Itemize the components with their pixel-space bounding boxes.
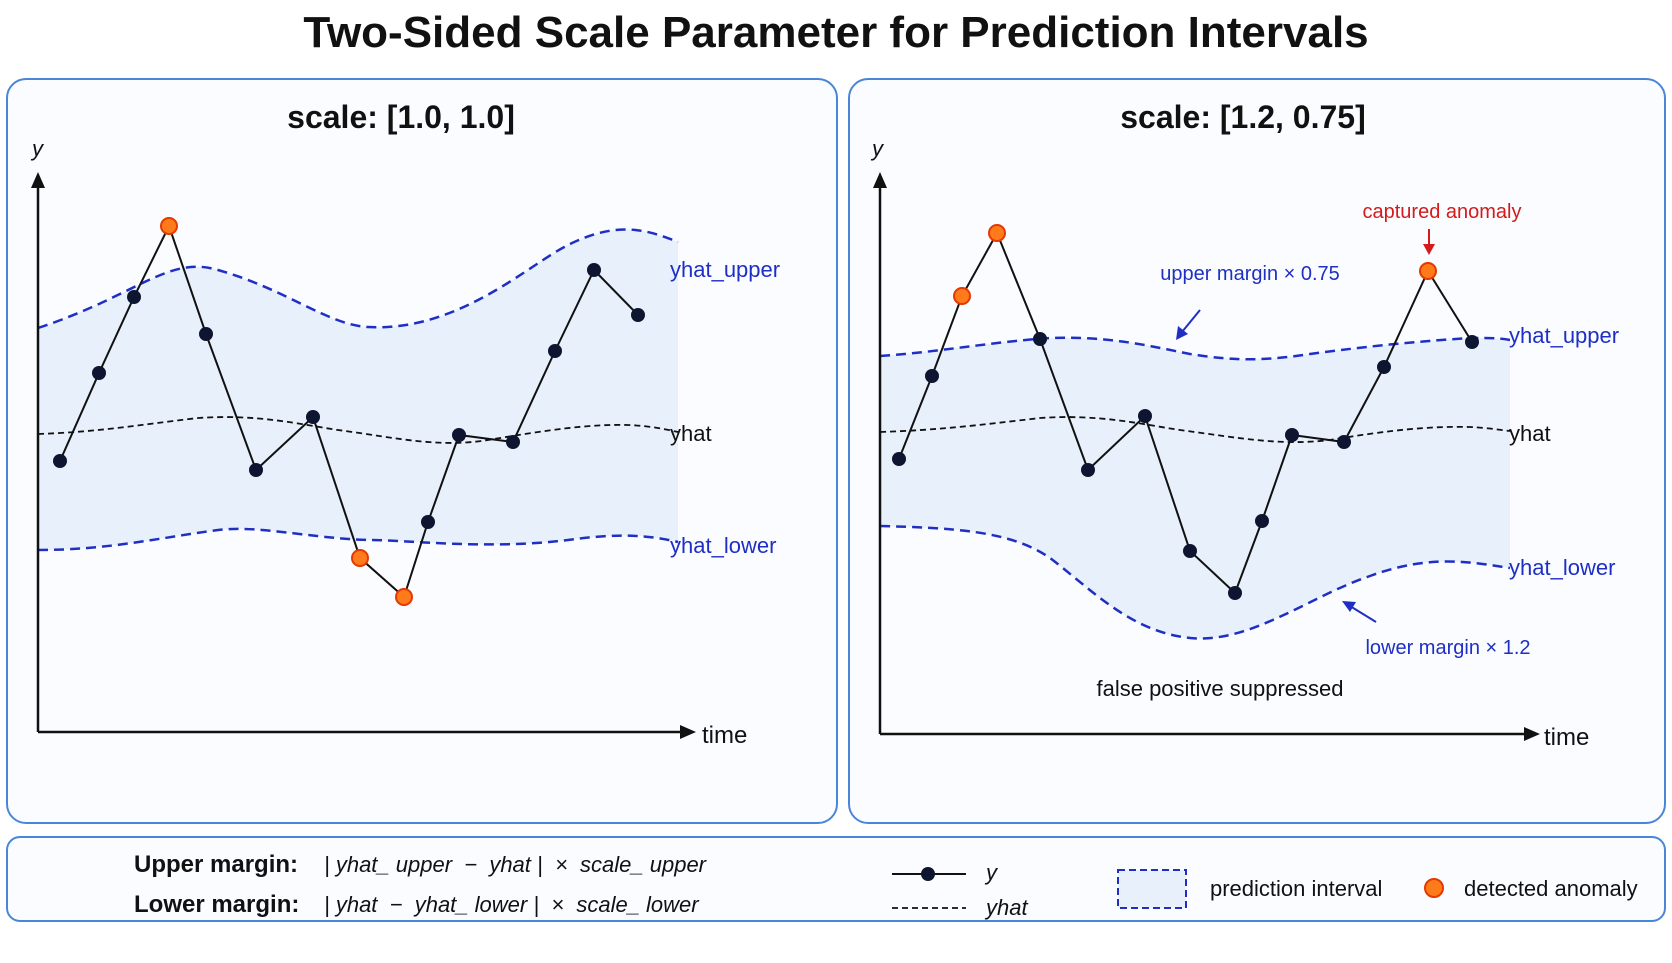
data-point <box>53 454 67 468</box>
data-point <box>631 308 645 322</box>
data-point <box>892 452 906 466</box>
data-point <box>1081 463 1095 477</box>
right-x-axis-label: time <box>1544 724 1589 751</box>
left-interval-fill <box>38 229 678 550</box>
legend-y-label: y <box>984 860 999 885</box>
anomaly-point <box>953 287 971 305</box>
upper-margin-legend-label: Upper margin: <box>134 851 298 878</box>
data-point <box>587 263 601 277</box>
data-point <box>92 366 106 380</box>
right-data-points <box>892 224 1479 600</box>
anomaly-point <box>1419 262 1437 280</box>
left-yhat-lower-label: yhat_lower <box>670 533 776 558</box>
data-point <box>249 463 263 477</box>
lower-margin-legend-label: Lower margin: <box>134 891 299 918</box>
left-x-axis-label: time <box>702 722 747 749</box>
lower-margin-arrow-shaft <box>1349 605 1377 623</box>
data-point <box>548 344 562 358</box>
data-point <box>127 290 141 304</box>
captured-anomaly-label: captured anomaly <box>1363 201 1522 223</box>
right-yhat-upper-label: yhat_upper <box>1509 323 1619 348</box>
left-yhat-lower-line <box>37 527 679 552</box>
legend-anomaly-swatch <box>1424 878 1444 898</box>
lower-margin-formula: | yhat − yhat_ lower | × scale_ lower <box>324 892 700 917</box>
arrow-right-icon <box>680 725 696 739</box>
right-yhat-lower-line <box>879 524 1511 640</box>
right-yhat-label: yhat <box>1509 421 1551 446</box>
anomaly-point <box>988 224 1006 242</box>
data-point <box>1138 409 1152 423</box>
diagonal-arrow-icon <box>1176 326 1188 340</box>
legend-interval-label: prediction interval <box>1210 876 1382 901</box>
arrow-up-icon <box>31 172 45 188</box>
upper-margin-arrow-shaft <box>1181 309 1201 333</box>
upper-margin-annotation: upper margin × 0.75 <box>1160 263 1340 285</box>
anomaly-point <box>160 217 178 235</box>
data-point <box>1465 335 1479 349</box>
data-point <box>1285 428 1299 442</box>
data-point <box>1377 360 1391 374</box>
false-positive-annotation: false positive suppressed <box>1096 676 1343 701</box>
arrow-up-icon <box>873 172 887 188</box>
legend-y-swatch-point <box>921 867 935 881</box>
legend-graphic: Upper margin: | yhat_ upper − yhat | × s… <box>134 851 1638 920</box>
left-panel-title: scale: [1.0, 1.0] <box>287 99 515 135</box>
data-point <box>1255 514 1269 528</box>
legend-anomaly-label: detected anomaly <box>1464 876 1638 901</box>
left-data-points <box>53 217 645 606</box>
right-panel-title: scale: [1.2, 0.75] <box>1120 99 1365 135</box>
left-yhat-line <box>37 416 679 444</box>
panel-scale-1-2-0-75: scale: [1.2, 0.75] y time <box>848 78 1666 824</box>
arrow-down-icon <box>1423 244 1435 255</box>
left-panel-plot: scale: [1.0, 1.0] y time <box>30 99 780 749</box>
right-panel-plot: scale: [1.2, 0.75] y time <box>870 99 1619 751</box>
left-y-axis-label: y <box>30 136 45 161</box>
panel-scale-1-1: scale: [1.0, 1.0] y time <box>6 78 838 824</box>
data-point <box>452 428 466 442</box>
left-yhat-upper-label: yhat_upper <box>670 257 780 282</box>
right-yhat-line <box>879 416 1511 443</box>
data-point <box>1228 586 1242 600</box>
legend-panel: Upper margin: | yhat_ upper − yhat | × s… <box>6 836 1666 922</box>
data-point <box>199 327 213 341</box>
right-interval-fill <box>880 337 1510 639</box>
data-point <box>1183 544 1197 558</box>
left-yhat-label: yhat <box>670 421 712 446</box>
arrow-right-icon <box>1524 727 1540 741</box>
data-point <box>506 435 520 449</box>
data-point <box>925 369 939 383</box>
diagonal-arrow-icon <box>1342 601 1356 612</box>
data-point <box>306 410 320 424</box>
legend-interval-swatch <box>1117 869 1187 909</box>
data-point <box>421 515 435 529</box>
anomaly-point <box>351 549 369 567</box>
data-point <box>1337 435 1351 449</box>
data-point <box>1033 332 1047 346</box>
right-yhat-lower-label: yhat_lower <box>1509 555 1615 580</box>
left-yhat-upper-line <box>37 228 679 330</box>
anomaly-point <box>395 588 413 606</box>
right-y-axis-label: y <box>870 136 885 161</box>
legend-yhat-label: yhat <box>984 895 1028 920</box>
page-title: Two-Sided Scale Parameter for Prediction… <box>303 8 1369 57</box>
lower-margin-annotation: lower margin × 1.2 <box>1365 637 1530 659</box>
upper-margin-formula: | yhat_ upper − yhat | × scale_ upper <box>324 852 708 877</box>
